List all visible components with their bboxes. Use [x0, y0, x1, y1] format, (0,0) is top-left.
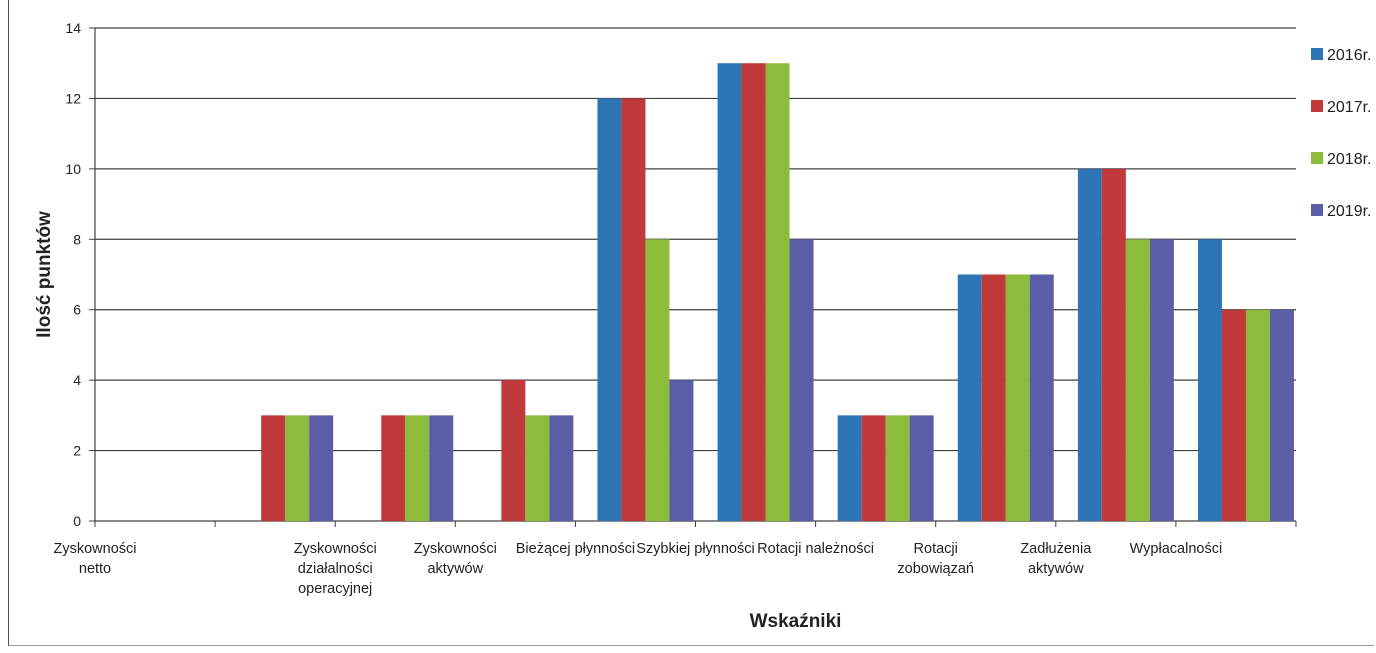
legend-swatch [1311, 100, 1323, 112]
x-tick-label: Zadłużenia [1020, 541, 1092, 557]
x-tick-label: zobowiązań [897, 561, 974, 577]
bar [1125, 239, 1150, 522]
x-tick-label: Wypłacalności [1130, 541, 1223, 557]
bar [381, 415, 406, 521]
bar [1221, 309, 1246, 521]
legend-label: 2019r. [1327, 203, 1371, 220]
x-tick-label: Rotacji należności [757, 541, 874, 557]
legend-swatch [1311, 152, 1323, 164]
bar [765, 63, 790, 521]
x-tick-label: aktywów [1028, 561, 1084, 577]
y-tick-label: 2 [73, 443, 81, 459]
y-tick-label: 6 [73, 302, 81, 318]
bar [525, 415, 550, 521]
bar [621, 98, 646, 521]
bar [285, 415, 310, 521]
bar [717, 63, 742, 521]
bar [429, 415, 454, 521]
bar [837, 415, 862, 521]
x-tick-label: Szybkiej płynności [636, 541, 754, 557]
x-tick-label: Zyskowności [54, 541, 137, 557]
y-tick-label: 0 [73, 513, 81, 529]
legend-label: 2016r. [1327, 47, 1371, 64]
bar [1029, 274, 1054, 521]
y-axis-title: Ilość punktów [34, 211, 55, 338]
x-axis-title: Wskaźniki [750, 611, 842, 632]
y-tick-label: 8 [73, 231, 81, 247]
bar [405, 415, 430, 521]
bar [261, 415, 286, 521]
bar [741, 63, 766, 521]
bar [669, 380, 694, 521]
x-tick-label: Zyskowności [294, 541, 377, 557]
bar [501, 380, 526, 521]
bar [957, 274, 982, 521]
bar [549, 415, 574, 521]
y-tick-label: 10 [65, 161, 81, 177]
bar [981, 274, 1006, 521]
bar [1101, 168, 1126, 521]
y-tick-label: 4 [73, 372, 81, 388]
bar [1149, 239, 1174, 522]
x-tick-label: Rotacji [914, 541, 958, 557]
bar [597, 98, 622, 521]
x-tick-label: Zyskowności [414, 541, 497, 557]
chart-frame [8, 0, 1374, 646]
bar [789, 239, 814, 522]
x-tick-label: netto [79, 561, 111, 577]
bar [1197, 239, 1222, 522]
bar [909, 415, 934, 521]
legend-swatch [1311, 204, 1323, 216]
x-tick-label: operacyjnej [298, 581, 372, 597]
legend-label: 2018r. [1327, 151, 1371, 168]
bar [1269, 309, 1294, 521]
x-tick-label: działalności [298, 561, 373, 577]
legend-label: 2017r. [1327, 99, 1371, 116]
bar [309, 415, 334, 521]
bar [1077, 168, 1102, 521]
x-tick-label: aktywów [427, 561, 483, 577]
bar [645, 239, 670, 522]
bar [885, 415, 910, 521]
legend-swatch [1311, 48, 1323, 60]
bar [1005, 274, 1030, 521]
bar [1245, 309, 1270, 521]
x-tick-label: Bieżącej płynności [516, 541, 635, 557]
y-tick-label: 14 [65, 20, 81, 36]
bar [861, 415, 886, 521]
y-tick-label: 12 [65, 90, 81, 106]
